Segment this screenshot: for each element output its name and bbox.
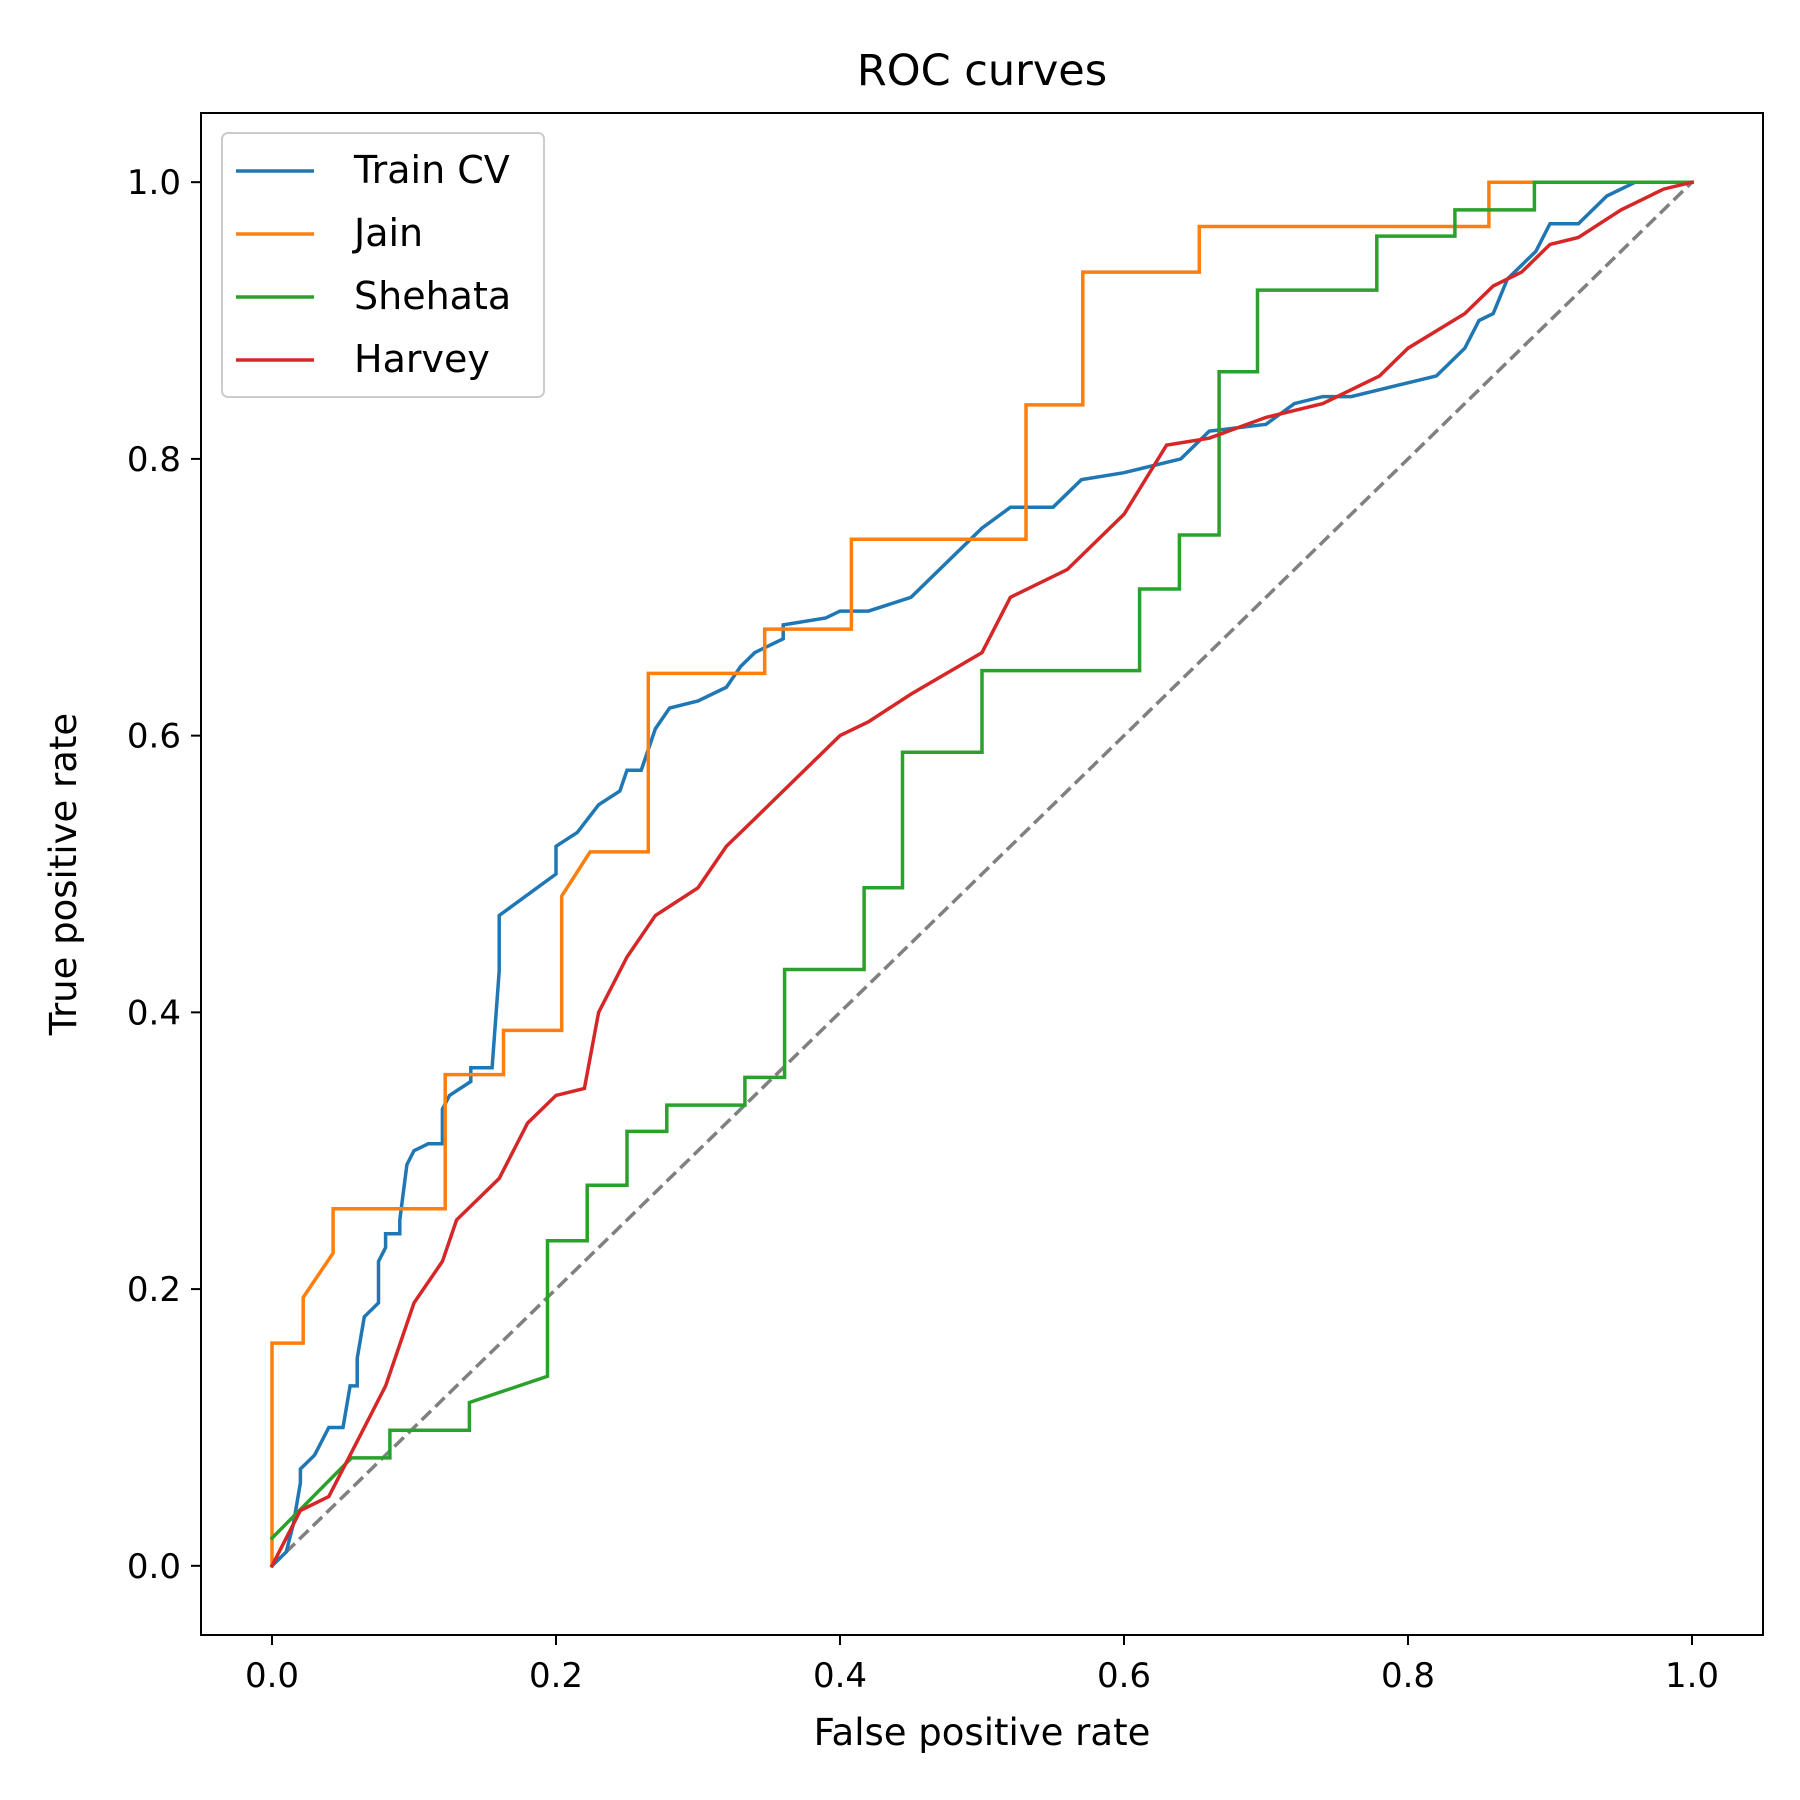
legend-label-train-cv: Train CV bbox=[353, 148, 510, 192]
x-tick-label: 0.6 bbox=[1097, 1656, 1151, 1696]
x-axis: 0.0 0.2 0.4 0.6 0.8 1.0 bbox=[245, 1635, 1719, 1696]
legend: Train CV Jain Shehata Harvey bbox=[221, 132, 545, 398]
y-tick-label: 0.2 bbox=[127, 1270, 181, 1310]
y-tick-label: 0.6 bbox=[127, 717, 181, 757]
chance-diagonal-line bbox=[270, 180, 1694, 1568]
legend-label-shehata: Shehata bbox=[354, 274, 511, 318]
x-axis-label: False positive rate bbox=[814, 1711, 1151, 1754]
series-line-jain bbox=[270, 180, 1694, 1568]
chart-title: ROC curves bbox=[857, 46, 1107, 96]
plot-area bbox=[269, 180, 1695, 1569]
y-axis: 0.0 0.2 0.4 0.6 0.8 1.0 bbox=[127, 163, 201, 1587]
x-tick-label: 1.0 bbox=[1665, 1656, 1719, 1696]
plot-frame bbox=[200, 112, 1764, 1636]
y-axis-label: True positive rate bbox=[42, 713, 85, 1036]
legend-label-jain: Jain bbox=[352, 211, 423, 255]
x-tick-label: 0.2 bbox=[529, 1656, 583, 1696]
legend-label-harvey: Harvey bbox=[354, 337, 490, 381]
legend-box bbox=[221, 132, 545, 398]
series-line-harvey bbox=[269, 180, 1695, 1569]
y-tick-label: 0.4 bbox=[127, 993, 181, 1033]
y-tick-label: 0.0 bbox=[127, 1547, 181, 1587]
x-tick-label: 0.4 bbox=[813, 1656, 867, 1696]
series-line-shehata bbox=[269, 180, 1694, 1541]
y-tick-label: 0.8 bbox=[127, 440, 181, 480]
y-tick-label: 1.0 bbox=[127, 163, 181, 203]
x-tick-label: 0.8 bbox=[1381, 1656, 1435, 1696]
x-tick-label: 0.0 bbox=[245, 1656, 299, 1696]
